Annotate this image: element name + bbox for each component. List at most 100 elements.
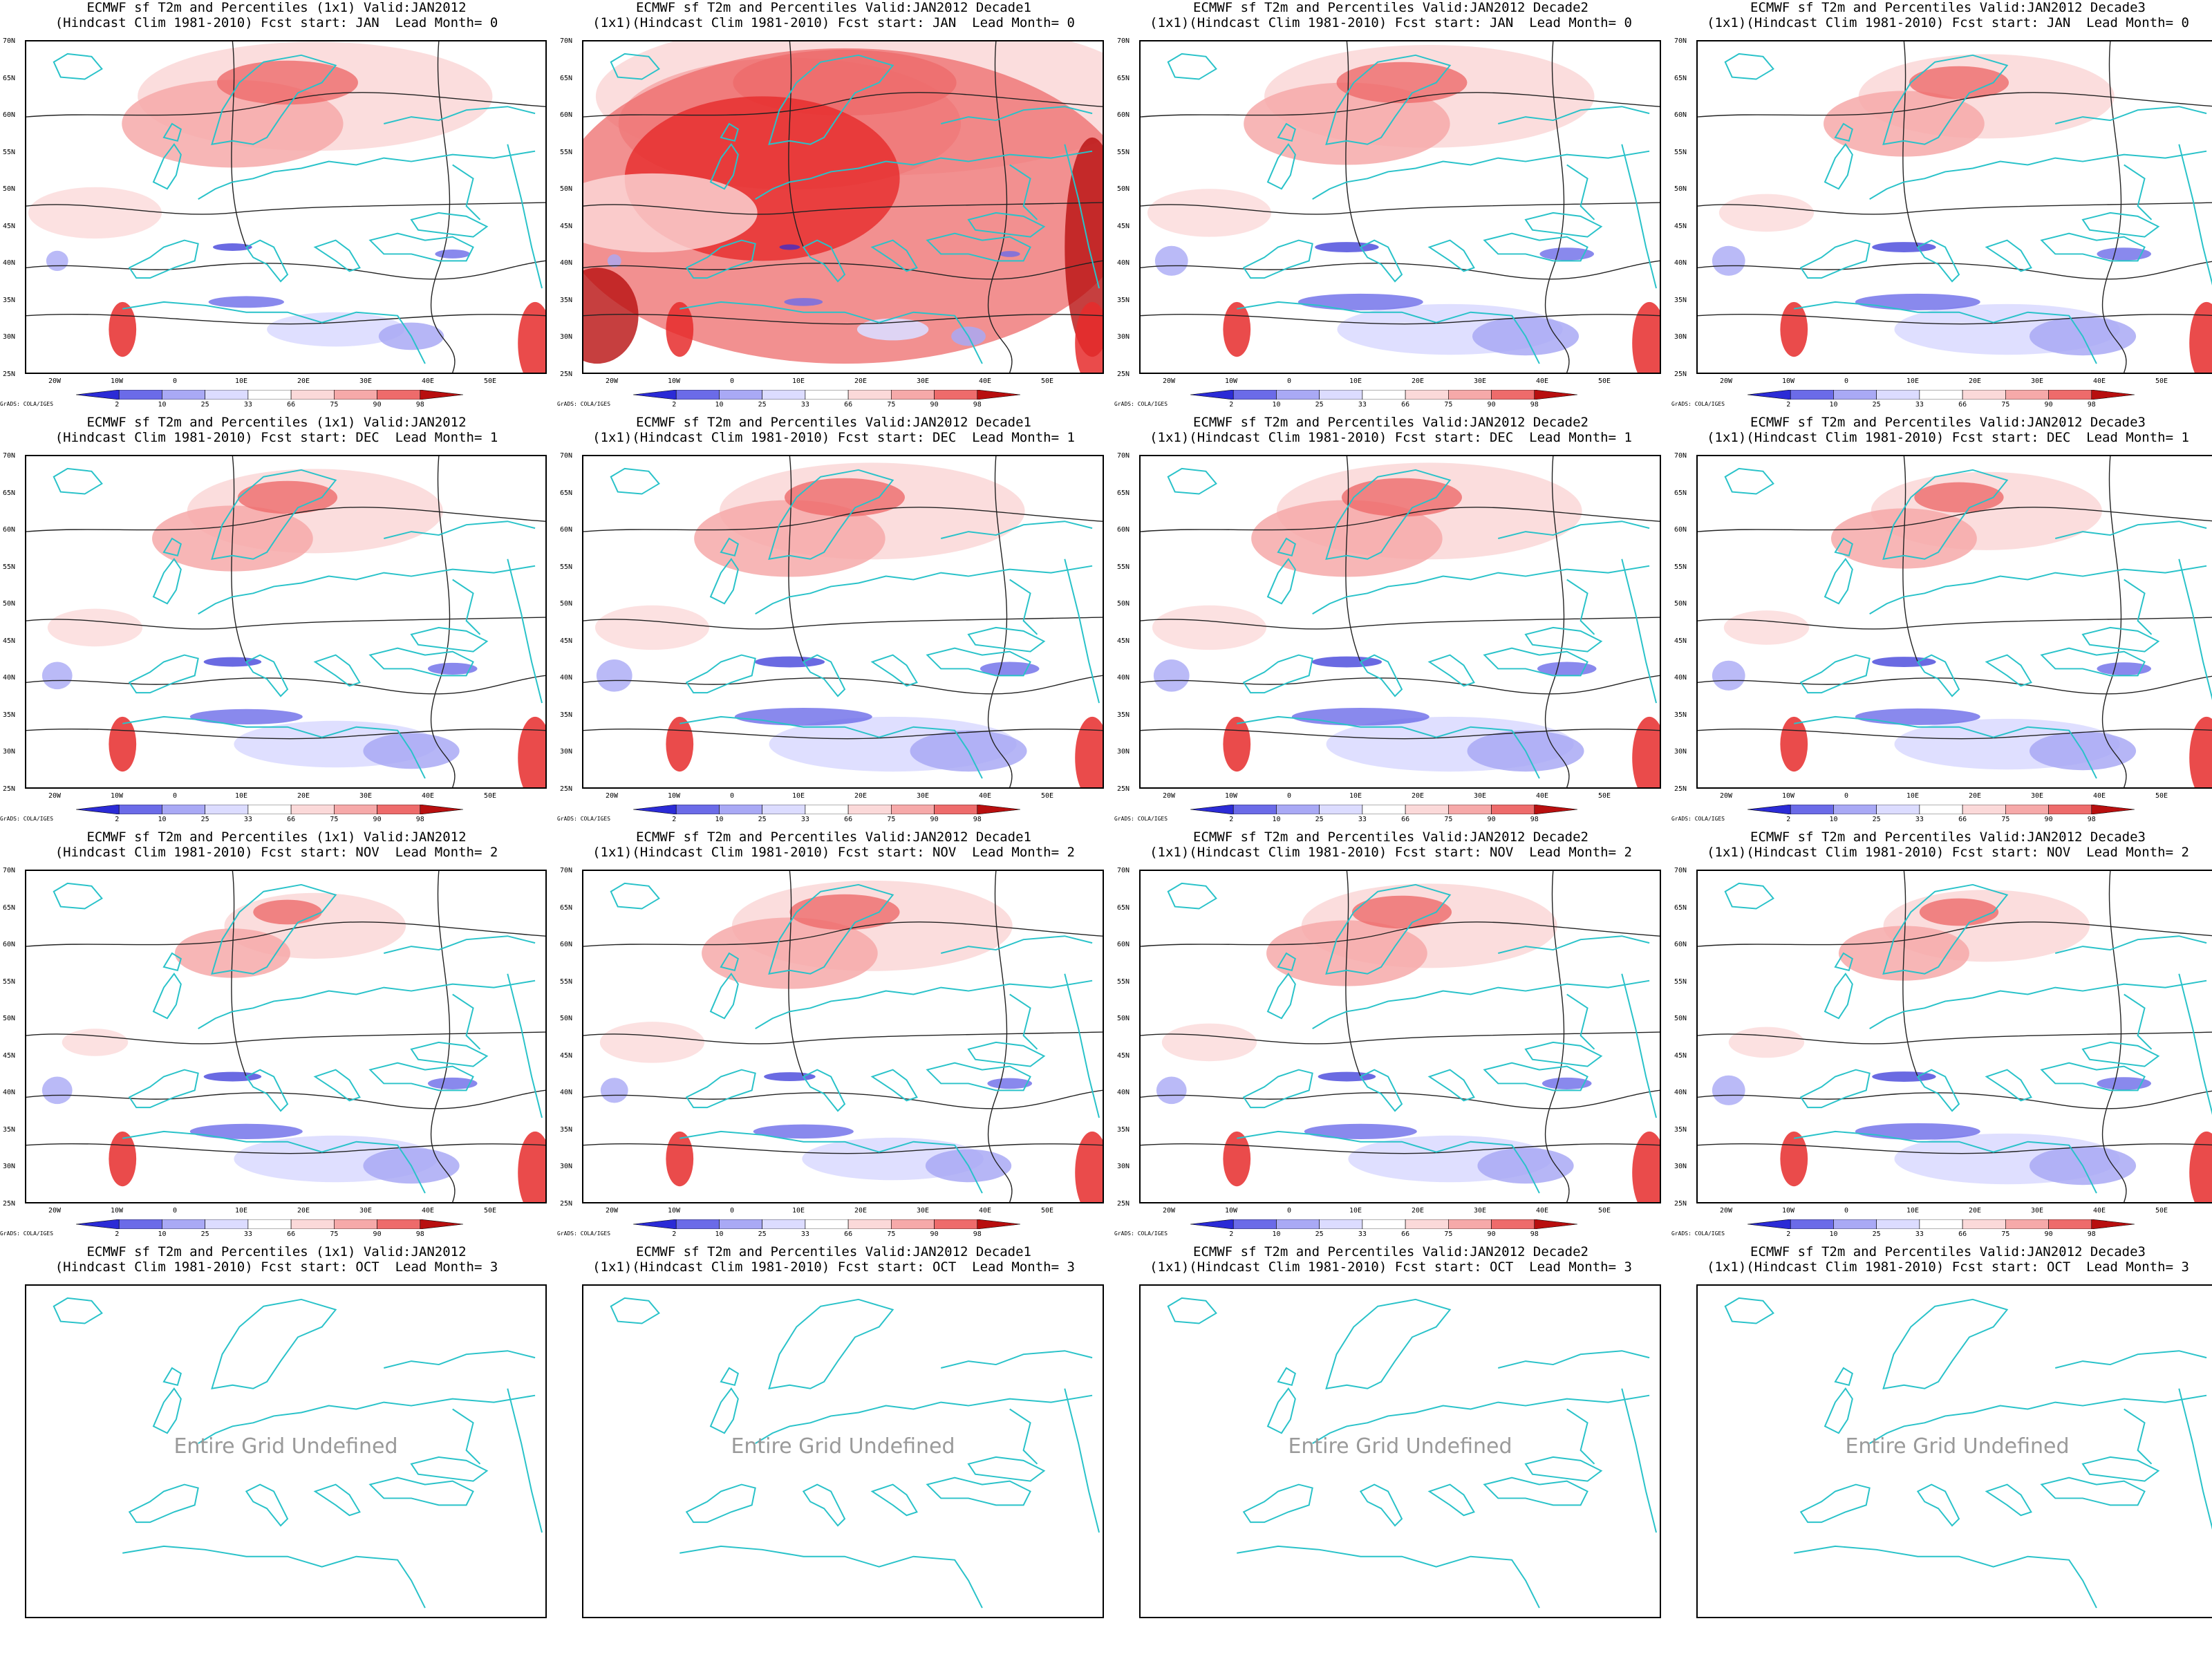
colorbar-segment: [847, 804, 892, 815]
longitude-label: 30E: [2031, 377, 2044, 385]
colorbar: [1747, 389, 2135, 400]
longitude-label: 30E: [1474, 792, 1487, 800]
longitude-label: 10W: [111, 1207, 124, 1215]
colorbar-label: 25: [200, 401, 209, 409]
latitude-label: 65N: [1674, 903, 1687, 912]
colorbar-segment: [334, 1219, 377, 1230]
temperature-contour: [1698, 617, 2212, 630]
longitude-label: 40E: [2093, 377, 2106, 385]
coastline: [1312, 565, 1650, 615]
coastline: [1483, 647, 1588, 677]
colorbar-segment: [1319, 804, 1363, 815]
anomaly-shading: [2097, 247, 2152, 261]
latitude-label: 25N: [560, 370, 573, 378]
longitude-label: 10E: [1349, 792, 1362, 800]
colorbar-segment: [1962, 389, 2006, 400]
coastline: [1882, 1298, 2009, 1389]
latitude-label: 70N: [560, 867, 573, 874]
coastline: [941, 521, 1093, 539]
coastline: [610, 53, 660, 80]
colorbar-segment: [2005, 389, 2049, 400]
colorbar-segment: [2005, 804, 2049, 815]
longitude-label: 20W: [1163, 792, 1176, 800]
coastline: [1985, 1069, 2032, 1102]
latitude-label: 40N: [1674, 1089, 1687, 1096]
coastline: [245, 1483, 289, 1527]
anomaly-shading: [47, 608, 143, 647]
longitude-label: 40E: [2093, 792, 2106, 800]
coastline: [1277, 122, 1296, 142]
colorbar-label: 66: [844, 1230, 853, 1238]
coastline: [152, 143, 182, 190]
anomaly-shading: [109, 716, 137, 772]
colorbar-segment: [675, 1219, 720, 1230]
colorbar-segment: [247, 1219, 292, 1230]
latitude-label: 65N: [560, 903, 573, 912]
colorbar-segment: [118, 1219, 162, 1230]
latitude-label: 35N: [1674, 711, 1687, 719]
coastline: [313, 1483, 361, 1517]
longitude-label: 50E: [1598, 792, 1611, 800]
colorbar-segment: [977, 389, 1021, 400]
anomaly-shading: [46, 250, 68, 271]
coastline: [1724, 467, 1774, 495]
forecast-panel: ECMWF sf T2m and Percentiles Valid:JAN20…: [1671, 415, 2212, 830]
anomaly-shading: [607, 254, 621, 268]
colorbar-label: 98: [2087, 401, 2096, 409]
colorbar: [1747, 804, 2135, 815]
coastline: [313, 239, 361, 272]
latitude-label: 50N: [3, 600, 16, 608]
coastline: [1834, 952, 1853, 971]
coastline: [2081, 212, 2160, 238]
coastline: [1916, 239, 1960, 283]
colorbar-label: 2: [1229, 816, 1234, 823]
coastline: [1498, 521, 1650, 539]
panel-title: ECMWF sf T2m and Percentiles Valid:JAN20…: [1750, 1244, 2146, 1259]
coastline: [128, 1069, 199, 1109]
temperature-contour: [2101, 41, 2127, 373]
anomaly-shading: [1723, 610, 1810, 645]
coastline: [1277, 952, 1296, 971]
coastline: [2124, 164, 2153, 221]
latitude-label: 35N: [3, 711, 16, 719]
coastline: [368, 1477, 474, 1506]
coastline: [1794, 1130, 2097, 1194]
longitude-label: 50E: [1041, 792, 1054, 800]
anomaly-shading: [666, 716, 694, 772]
colorbar-segment: [75, 1219, 120, 1230]
coastline: [1483, 1062, 1588, 1091]
temperature-contour: [1698, 202, 2212, 215]
colorbar-label: 90: [930, 816, 939, 823]
temperature-contour: [26, 260, 545, 280]
anomaly-shading: [1318, 1071, 1376, 1082]
colorbar-segment: [1919, 389, 1963, 400]
europe-map: [1141, 871, 1660, 1202]
anomaly-shading: [764, 1072, 816, 1081]
forecast-panel: ECMWF sf T2m and Percentiles Valid:JAN20…: [557, 0, 1110, 415]
coastline: [1524, 1041, 1603, 1067]
colorbar-segment: [632, 1219, 677, 1230]
map-frame: [1139, 40, 1661, 374]
latitude-label: 65N: [3, 489, 16, 497]
longitude-label: 30E: [1474, 377, 1487, 385]
longitude-label: 20E: [1412, 1207, 1425, 1215]
colorbar: [75, 1219, 464, 1230]
latitude-label: 70N: [560, 452, 573, 460]
anomaly-shading: [253, 899, 322, 925]
anomaly-shading: [1152, 605, 1267, 650]
colorbar-segment: [118, 389, 162, 400]
latitude-label: 60N: [1674, 526, 1687, 534]
anomaly-shading: [267, 312, 405, 347]
coastline: [1167, 53, 1217, 80]
colorbar-label: 75: [2001, 1230, 2010, 1238]
colorbar: [75, 804, 464, 815]
colorbar-segment: [290, 389, 335, 400]
colorbar-segment: [1491, 804, 1535, 815]
coastline: [1621, 1388, 1657, 1533]
latitude-label: 45N: [560, 637, 573, 645]
coastline: [1869, 565, 2207, 615]
coastline: [610, 1297, 660, 1324]
colorbar-segment: [719, 389, 762, 400]
latitude-label: 65N: [3, 903, 16, 912]
